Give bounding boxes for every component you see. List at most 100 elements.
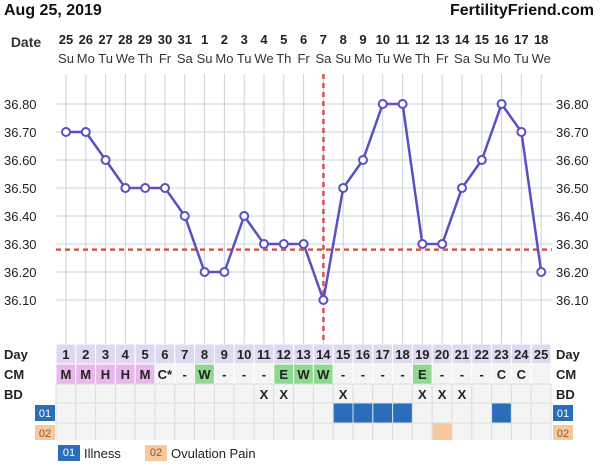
row-label-left: Day [4, 347, 29, 362]
ovpain-cell [233, 422, 255, 440]
temperature-point [516, 127, 527, 137]
y-tick-label-right: 36.70 [556, 125, 589, 140]
cm-value: M [80, 367, 91, 382]
y-tick-label-left: 36.70 [4, 125, 37, 140]
date-label: 1 [201, 32, 208, 47]
weekday-label: Su [58, 51, 74, 66]
temperature-point [61, 127, 71, 137]
y-tick-label-right: 36.50 [556, 181, 589, 196]
illness-cell [194, 402, 215, 424]
day-number: 1 [62, 347, 69, 362]
weekday-label: Fr [159, 51, 172, 66]
cm-value: - [262, 367, 266, 382]
date-label: 3 [241, 32, 248, 47]
illness-row-label-right [553, 405, 573, 421]
weekday-label: Tu [514, 51, 529, 66]
day-number: 11 [257, 347, 271, 362]
day-number: 4 [122, 347, 130, 362]
ovpain-cell [75, 422, 97, 440]
day-number: 10 [237, 347, 251, 362]
day-number: 24 [514, 347, 529, 362]
cm-value: - [460, 367, 464, 382]
illness-cell [411, 402, 433, 424]
day-number: 14 [316, 347, 331, 362]
temperature-point [476, 155, 487, 165]
legend-ovpain-label: Ovulation Pain [171, 445, 256, 461]
temperature-point [358, 155, 368, 165]
ovpain-cell [332, 422, 354, 440]
date-label: 10 [376, 32, 390, 47]
day-number: 13 [296, 347, 310, 362]
ovpain-cell [411, 422, 433, 440]
weekday-label: Th [276, 51, 291, 66]
weekday-label: We [116, 51, 135, 66]
y-tick-label-left: 36.50 [4, 181, 37, 196]
row-label-right: BD [556, 387, 575, 402]
illness-cell [95, 402, 116, 424]
row-label-left: CM [4, 367, 24, 382]
ovpain-cell [114, 422, 136, 440]
bd-mark: X [458, 387, 467, 402]
temperature-point [199, 267, 210, 277]
temperature-point [338, 183, 349, 193]
temperature-point [536, 267, 547, 277]
y-tick-label-left: 36.10 [4, 293, 37, 308]
legend-illness: 01 Illness [58, 445, 121, 461]
cm-value: - [242, 367, 246, 382]
ovpain-cell [352, 422, 374, 440]
date-label: 8 [340, 32, 347, 47]
date-label: 2 [221, 32, 228, 47]
weekday-label: We [254, 51, 273, 66]
day-number: 16 [356, 347, 370, 362]
cm-value: W [317, 367, 330, 382]
legend-ovpain-swatch: 02 [145, 445, 167, 461]
day-number: 9 [221, 347, 228, 362]
weekday-label: Th [138, 51, 153, 66]
date-label: 14 [455, 32, 470, 47]
day-number: 15 [336, 347, 350, 362]
weekday-label: Su [197, 51, 213, 66]
ovpain-cell [530, 422, 552, 440]
cm-value: C [497, 367, 507, 382]
cm-value: H [101, 367, 110, 382]
temperature-point [496, 99, 507, 109]
date-label: 11 [396, 32, 410, 47]
date-label: 26 [79, 32, 93, 47]
y-tick-label-left: 36.20 [4, 265, 37, 280]
illness-row-code-right: 01 [557, 408, 569, 420]
illness-cell [352, 402, 374, 424]
day-number: 12 [276, 347, 290, 362]
illness-cell [293, 402, 314, 424]
row-label-left: BD [4, 387, 23, 402]
bd-mark: X [260, 387, 269, 402]
ovpain-cell [471, 422, 493, 440]
weekday-label: Mo [493, 51, 511, 66]
illness-cell [451, 402, 473, 424]
bd-cell [154, 383, 176, 404]
legend-ovulation-pain: 02 Ovulation Pain [145, 445, 256, 461]
temperature-point [179, 211, 190, 221]
bd-cell [510, 383, 532, 404]
ovpain-cell [312, 422, 334, 440]
cm-value: H [121, 367, 130, 382]
ovpain-row-label-left [35, 425, 55, 440]
cm-value: - [183, 367, 187, 382]
weekday-label: We [393, 51, 412, 66]
day-number: 21 [455, 347, 469, 362]
bd-mark: X [279, 387, 288, 402]
illness-cell [174, 402, 196, 424]
illness-cell [233, 402, 255, 424]
cm-value: M [60, 367, 71, 382]
bd-cell [233, 383, 255, 404]
ovpain-cell [392, 422, 413, 440]
illness-cell [75, 402, 97, 424]
date-label: 25 [59, 32, 73, 47]
date-label: 13 [435, 32, 449, 47]
illness-cell [134, 402, 156, 424]
bd-cell [55, 383, 77, 404]
date-label: 31 [178, 32, 192, 47]
weekday-label: Sa [454, 51, 471, 66]
temperature-point [100, 155, 111, 165]
day-number: 5 [141, 347, 148, 362]
y-tick-label-left: 36.80 [4, 97, 37, 112]
